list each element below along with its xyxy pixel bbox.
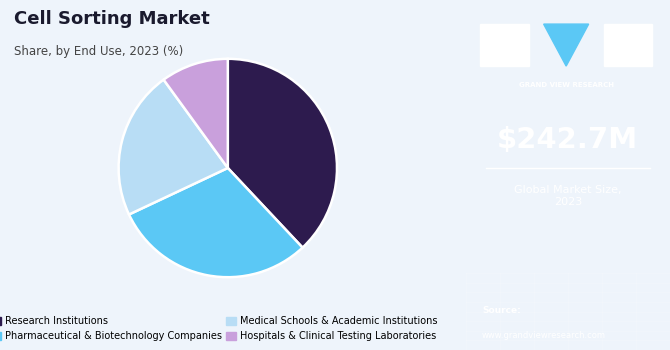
- Text: $242.7M: $242.7M: [497, 126, 639, 154]
- Text: GRAND VIEW RESEARCH: GRAND VIEW RESEARCH: [519, 82, 614, 89]
- Bar: [604, 24, 653, 66]
- Polygon shape: [543, 24, 589, 66]
- Legend: Research Institutions, Pharmaceutical & Biotechnology Companies, Medical Schools: Research Institutions, Pharmaceutical & …: [0, 313, 442, 345]
- Wedge shape: [163, 59, 228, 168]
- Bar: [480, 24, 529, 66]
- Text: Cell Sorting Market: Cell Sorting Market: [14, 10, 210, 28]
- Wedge shape: [228, 59, 337, 247]
- Text: www.grandviewresearch.com: www.grandviewresearch.com: [482, 330, 606, 340]
- Text: Global Market Size,
2023: Global Market Size, 2023: [514, 185, 622, 207]
- Wedge shape: [119, 80, 228, 215]
- Wedge shape: [129, 168, 303, 277]
- Text: Share, by End Use, 2023 (%): Share, by End Use, 2023 (%): [14, 46, 183, 58]
- Text: Source:: Source:: [482, 306, 521, 315]
